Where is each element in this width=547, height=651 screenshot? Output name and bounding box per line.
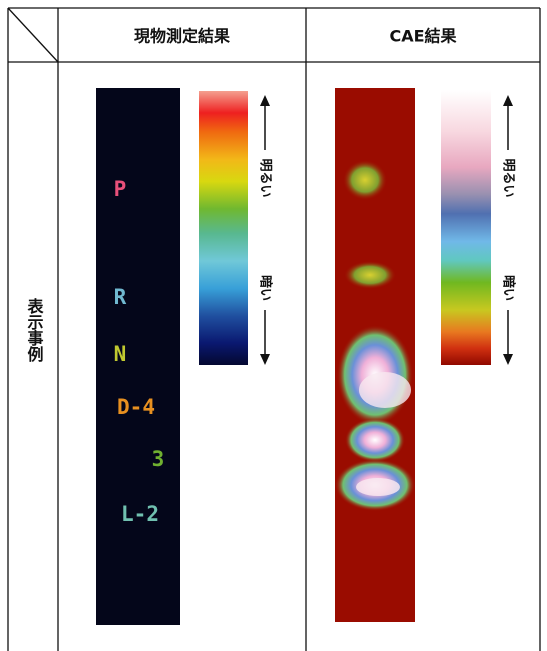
indicator: 3 xyxy=(152,447,165,471)
scale-arrow xyxy=(260,95,270,365)
legend-label: 明るい xyxy=(258,158,273,197)
indicator: N xyxy=(114,342,127,366)
measured-image xyxy=(96,88,180,625)
indicator: D-4 xyxy=(117,395,155,419)
page: 現物測定結果 CAE結果 表示事例 P R N D-4 3 L-2 明るい 暗い… xyxy=(0,0,547,651)
indicator: L-2 xyxy=(121,502,159,526)
row-header: 表示事例 xyxy=(25,297,45,363)
legend-label: 明るい xyxy=(501,158,516,197)
indicator: R xyxy=(114,285,127,309)
color-scale xyxy=(199,91,248,365)
legend-label: 暗い xyxy=(258,275,274,301)
legend-label: 暗い xyxy=(501,275,517,301)
color-scale xyxy=(441,90,491,365)
scale-arrow xyxy=(503,95,513,365)
indicator: P xyxy=(114,177,127,201)
column-header: 現物測定結果 xyxy=(134,27,230,46)
column-header: CAE結果 xyxy=(389,27,456,46)
